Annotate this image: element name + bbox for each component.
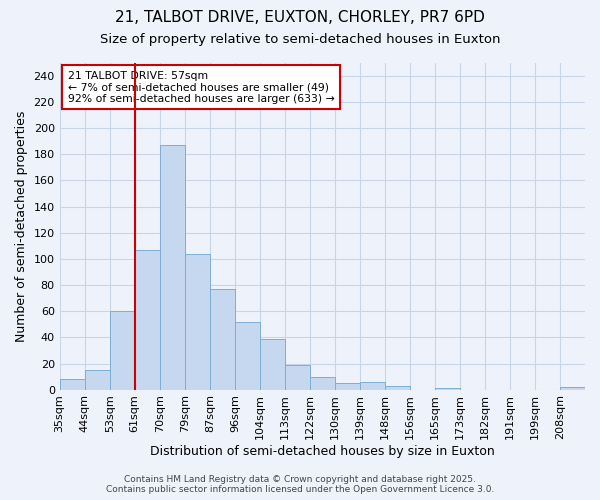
Bar — [59, 380, 85, 390]
X-axis label: Distribution of semi-detached houses by size in Euxton: Distribution of semi-detached houses by … — [150, 444, 495, 458]
Bar — [135, 250, 160, 390]
Bar — [385, 386, 410, 390]
Bar — [335, 383, 360, 390]
Bar — [560, 387, 585, 390]
Bar — [110, 311, 135, 390]
Bar — [260, 338, 285, 390]
Bar — [435, 388, 460, 390]
Bar — [310, 376, 335, 390]
Bar — [210, 289, 235, 390]
Bar — [85, 370, 110, 390]
Bar — [285, 365, 310, 390]
Bar — [185, 254, 210, 390]
Bar — [160, 145, 185, 390]
Text: 21, TALBOT DRIVE, EUXTON, CHORLEY, PR7 6PD: 21, TALBOT DRIVE, EUXTON, CHORLEY, PR7 6… — [115, 10, 485, 25]
Y-axis label: Number of semi-detached properties: Number of semi-detached properties — [15, 110, 28, 342]
Text: Contains HM Land Registry data © Crown copyright and database right 2025.
Contai: Contains HM Land Registry data © Crown c… — [106, 474, 494, 494]
Bar — [235, 322, 260, 390]
Text: 21 TALBOT DRIVE: 57sqm
← 7% of semi-detached houses are smaller (49)
92% of semi: 21 TALBOT DRIVE: 57sqm ← 7% of semi-deta… — [68, 70, 334, 104]
Text: Size of property relative to semi-detached houses in Euxton: Size of property relative to semi-detach… — [100, 32, 500, 46]
Bar — [360, 382, 385, 390]
